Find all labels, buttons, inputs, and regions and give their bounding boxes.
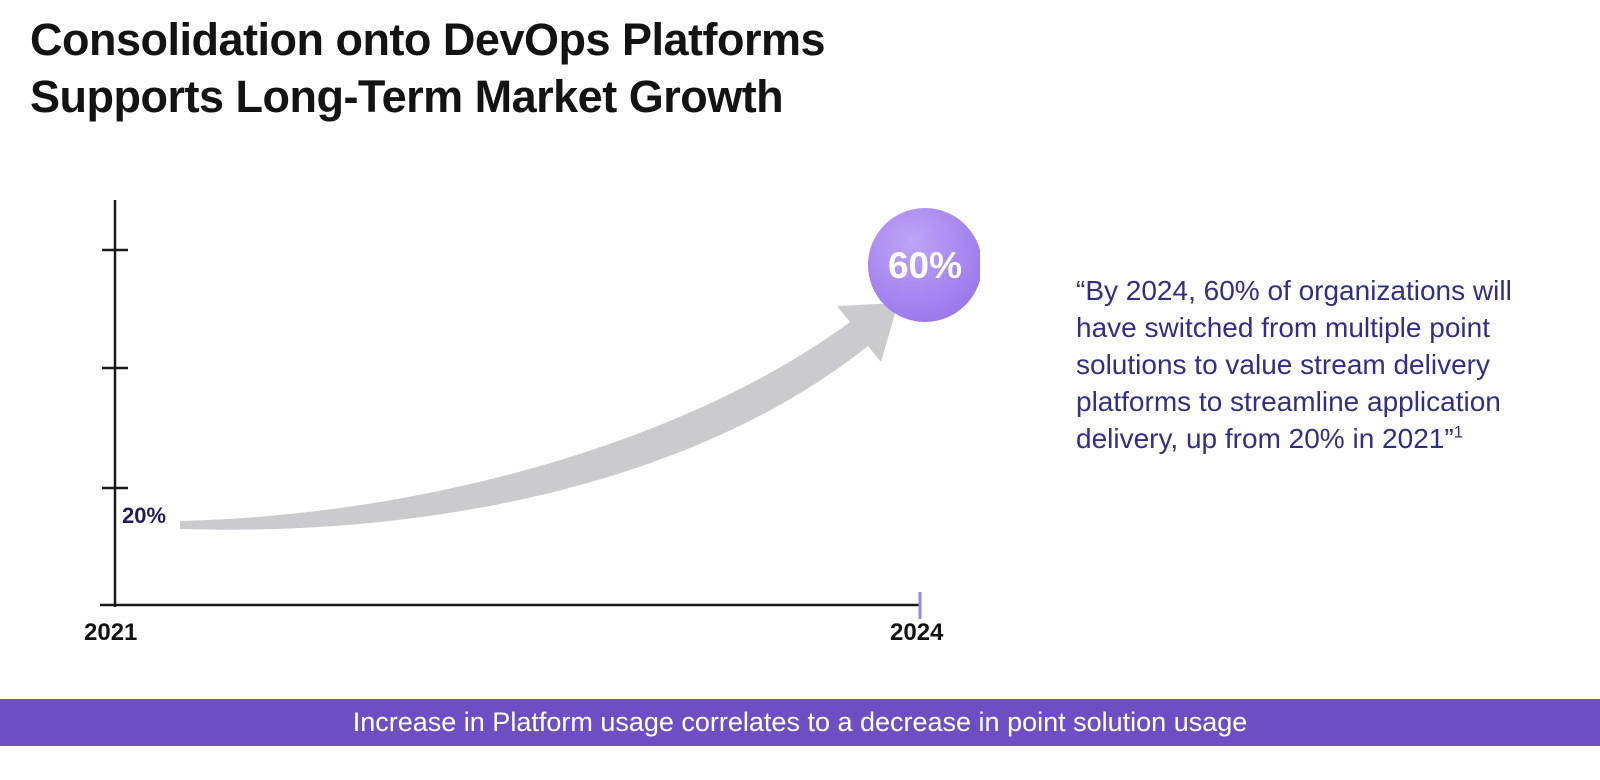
banner-text: Increase in Platform usage correlates to…	[352, 707, 1248, 737]
x-axis-label-2021: 2021	[84, 619, 138, 646]
quote-block: “By 2024, 60% of organizations will have…	[1076, 272, 1576, 457]
start-value-label: 20%	[122, 503, 167, 528]
page-title-line2: Supports Long-Term Market Growth	[30, 70, 784, 122]
quote-text: “By 2024, 60% of organizations will have…	[1076, 275, 1512, 454]
value-bubble	[868, 208, 980, 322]
growth-chart: 60% 20% 2021 2024	[80, 195, 980, 665]
bubble-value-label: 60%	[888, 245, 962, 286]
growth-arrow	[180, 303, 898, 530]
footnote-superscript: 1	[1453, 422, 1464, 442]
page-title: Consolidation onto DevOps Platforms Supp…	[30, 12, 1230, 125]
page-title-line1: Consolidation onto DevOps Platforms	[30, 14, 826, 65]
x-axis-label-2024: 2024	[890, 619, 944, 646]
bottom-banner: Increase in Platform usage correlates to…	[0, 699, 1600, 746]
growth-chart-canvas: 60%	[100, 200, 980, 619]
